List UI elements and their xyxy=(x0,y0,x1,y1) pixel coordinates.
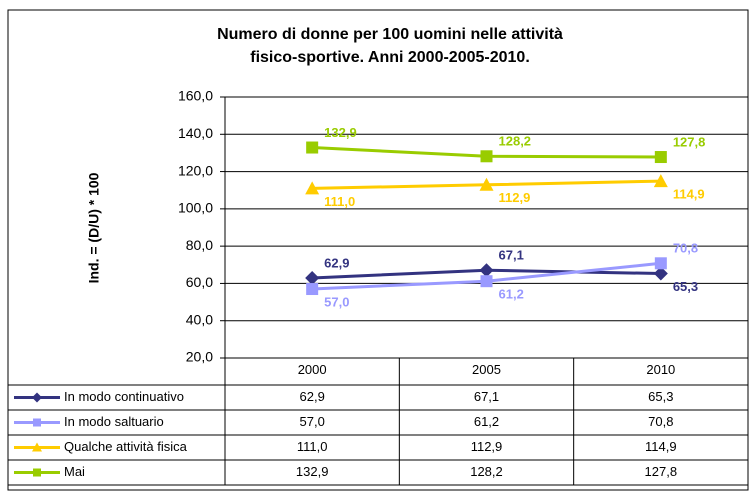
marker xyxy=(480,150,493,163)
table-cell: 127,8 xyxy=(645,464,678,479)
table-cell: 132,9 xyxy=(296,464,329,479)
table-cell: 57,0 xyxy=(300,414,325,429)
data-label: 128,2 xyxy=(499,134,532,149)
table-cell: 112,9 xyxy=(471,439,503,454)
y-tick-label: 120,0 xyxy=(178,162,213,178)
y-axis-label: Ind. = (D/U) * 100 xyxy=(86,172,102,283)
data-label: 114,9 xyxy=(673,187,705,202)
data-label: 57,0 xyxy=(324,294,349,309)
marker xyxy=(654,257,667,270)
x-tick-label: 2000 xyxy=(298,362,327,377)
data-label: 112,9 xyxy=(499,190,531,205)
marker xyxy=(479,177,494,191)
table-cell: 65,3 xyxy=(648,389,673,404)
y-tick-label: 20,0 xyxy=(186,349,213,365)
y-tick-label: 60,0 xyxy=(186,274,213,290)
marker xyxy=(305,181,320,195)
legend-label: In modo saltuario xyxy=(64,414,164,429)
data-label: 70,8 xyxy=(673,241,698,256)
y-tick-label: 100,0 xyxy=(178,200,213,216)
legend-marker xyxy=(32,442,42,452)
data-label: 127,8 xyxy=(673,134,706,149)
marker xyxy=(653,174,668,188)
table-cell: 62,9 xyxy=(300,389,325,404)
data-label: 65,3 xyxy=(673,279,698,294)
table-cell: 128,2 xyxy=(470,464,503,479)
data-label: 61,2 xyxy=(499,287,524,302)
marker xyxy=(306,283,319,296)
marker xyxy=(653,266,668,281)
table-cell: 111,0 xyxy=(297,439,328,454)
legend-label: Qualche attività fisica xyxy=(64,439,188,454)
legend-marker xyxy=(33,468,41,477)
legend-label: In modo continuativo xyxy=(64,389,184,404)
y-tick-label: 80,0 xyxy=(186,237,213,253)
marker xyxy=(479,263,494,278)
x-tick-label: 2010 xyxy=(646,362,675,377)
marker xyxy=(654,151,667,164)
y-tick-label: 160,0 xyxy=(178,88,213,104)
data-label: 62,9 xyxy=(324,255,349,270)
data-label: 132,9 xyxy=(324,125,357,140)
marker xyxy=(305,271,320,286)
table-cell: 70,8 xyxy=(648,414,673,429)
legend-marker xyxy=(33,418,41,427)
table-cell: 67,1 xyxy=(474,389,499,404)
marker xyxy=(306,141,319,154)
chart-title: fisico-sportive. Anni 2000-2005-2010. xyxy=(250,49,530,66)
table-cell: 114,9 xyxy=(645,439,677,454)
y-tick-label: 140,0 xyxy=(178,125,213,141)
legend-marker xyxy=(32,392,42,403)
x-tick-label: 2005 xyxy=(472,362,501,377)
y-tick-label: 40,0 xyxy=(186,311,213,327)
legend-label: Mai xyxy=(64,464,85,479)
data-label: 111,0 xyxy=(324,194,355,209)
data-label: 67,1 xyxy=(499,248,524,263)
chart-title: Numero di donne per 100 uomini nelle att… xyxy=(217,26,563,43)
marker xyxy=(480,275,493,288)
table-cell: 61,2 xyxy=(474,414,499,429)
